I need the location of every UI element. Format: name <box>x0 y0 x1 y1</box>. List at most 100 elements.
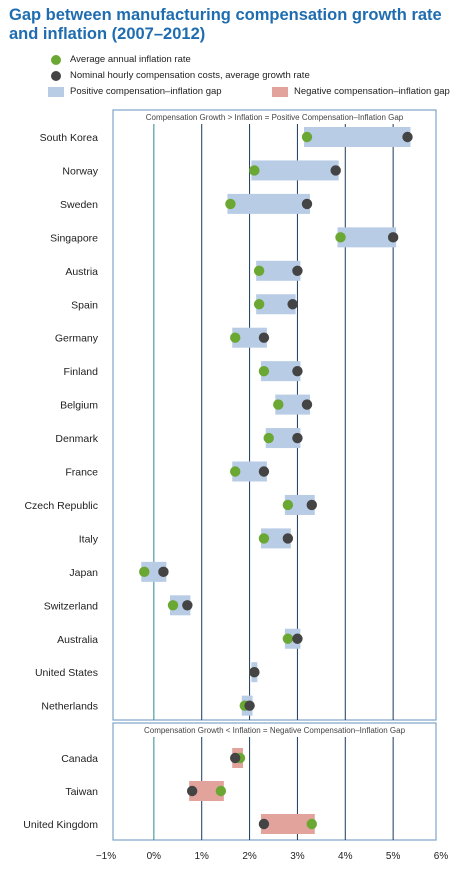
inflation-dot-sweden <box>225 198 236 210</box>
inflation-dot-finland <box>258 365 270 377</box>
compensation-dot-netherlands <box>244 700 255 711</box>
inflation-dot-switzerland <box>167 600 179 611</box>
country-label-belgium: Belgium <box>60 400 98 412</box>
inflation-dot-united-kingdom <box>306 818 317 830</box>
red-swatch-icon <box>272 87 288 97</box>
country-label-spain: Spain <box>71 299 98 311</box>
inflation-dot-norway <box>249 165 260 176</box>
panel-label-1: Compensation Growth > Inflation = Positi… <box>146 113 404 122</box>
gap-bar-belgium <box>275 394 310 415</box>
gap-bar-finland <box>260 361 301 382</box>
legend-label-positive-gap: Positive compensation–inflation gap <box>70 86 222 97</box>
inflation-dot-australia <box>282 633 294 644</box>
x-tick-label: 6% <box>434 851 449 862</box>
compensation-dot-switzerland <box>182 600 193 611</box>
country-label-finland: Finland <box>64 366 99 378</box>
inflation-dot-austria <box>253 265 265 276</box>
legend: Average annual inflation rate Nominal ho… <box>48 52 468 100</box>
country-label-austria: Austria <box>65 266 98 278</box>
legend-item-inflation: Average annual inflation rate <box>48 52 468 68</box>
compensation-dot-united-kingdom <box>258 818 270 830</box>
inflation-dot-south-korea <box>301 131 313 143</box>
legend-item-compensation: Nominal hourly compensation costs, avera… <box>48 68 468 84</box>
x-tick-label: 5% <box>386 851 401 862</box>
gap-bar-denmark <box>265 428 301 449</box>
compensation-dot-taiwan <box>186 785 198 797</box>
blue-swatch-icon <box>48 87 64 97</box>
country-label-japan: Japan <box>69 567 98 579</box>
gap-bar-italy <box>260 528 291 549</box>
gap-bar-united-kingdom <box>260 814 315 834</box>
country-label-switzerland: Switzerland <box>44 600 98 612</box>
x-tick-label: 1% <box>194 851 209 862</box>
inflation-dot-spain <box>253 299 265 310</box>
legend-label-negative-gap: Negative compensation–inflation gap <box>294 86 450 97</box>
compensation-dot-singapore <box>387 232 399 243</box>
legend-label-compensation: Nominal hourly compensation costs, avera… <box>70 70 310 81</box>
compensation-dot-australia <box>292 633 303 644</box>
gap-bar-germany <box>232 327 267 348</box>
country-label-south-korea: South Korea <box>40 132 99 144</box>
compensation-dot-norway <box>330 165 341 176</box>
inflation-dot-czech-republic <box>282 499 294 511</box>
panel-label-2: Compensation Growth < Inflation = Negati… <box>144 726 406 735</box>
compensation-dot-czech-republic <box>306 499 317 511</box>
gap-bar-france <box>232 461 267 482</box>
gap-bar-sweden <box>227 193 310 214</box>
country-label-czech-republic: Czech Republic <box>24 500 98 512</box>
country-label-canada: Canada <box>61 753 98 765</box>
x-tick-label: 4% <box>338 851 353 862</box>
country-label-singapore: Singapore <box>50 232 98 244</box>
compensation-dot-sweden <box>301 198 313 210</box>
compensation-dot-germany <box>258 332 270 343</box>
inflation-dot-france <box>230 466 241 477</box>
x-tick-label: 0% <box>147 851 162 862</box>
gap-bar-spain <box>256 294 296 315</box>
inflation-dot-italy <box>258 533 270 544</box>
gap-bar-taiwan <box>189 781 224 801</box>
inflation-dot-denmark <box>263 432 274 444</box>
country-label-denmark: Denmark <box>55 433 98 445</box>
dark-dot-icon <box>51 71 61 81</box>
compensation-dot-spain <box>287 299 298 310</box>
chart-title: Gap between manufacturing compensation g… <box>9 6 442 43</box>
country-label-taiwan: Taiwan <box>65 786 98 798</box>
country-label-norway: Norway <box>62 165 98 177</box>
compensation-dot-south-korea <box>402 131 413 143</box>
gap-bar-south-korea <box>304 127 411 147</box>
panel-frame-1 <box>112 109 437 721</box>
country-label-netherlands: Netherlands <box>41 701 98 713</box>
gap-bar-switzerland <box>170 595 191 616</box>
gap-bar-singapore <box>337 227 397 248</box>
inflation-dot-belgium <box>273 399 284 410</box>
compensation-dot-denmark <box>292 432 303 444</box>
compensation-dot-japan <box>158 566 169 578</box>
inflation-dot-germany <box>230 332 241 343</box>
legend-label-inflation: Average annual inflation rate <box>70 54 191 65</box>
compensation-dot-italy <box>282 533 294 544</box>
compensation-dot-finland <box>292 365 303 377</box>
country-label-france: France <box>65 467 98 479</box>
legend-item-positive-gap: Positive compensation–inflation gap Nega… <box>48 84 468 100</box>
country-label-italy: Italy <box>79 533 99 545</box>
country-label-sweden: Sweden <box>60 199 98 211</box>
gap-bar-norway <box>251 160 339 181</box>
country-label-germany: Germany <box>55 333 99 345</box>
country-label-australia: Australia <box>57 634 98 646</box>
inflation-dot-taiwan <box>215 785 227 797</box>
gap-bar-czech-republic <box>284 494 315 515</box>
inflation-dot-singapore <box>335 232 346 243</box>
country-label-united-states: United States <box>35 667 98 679</box>
compensation-dot-canada <box>230 752 241 764</box>
inflation-dot-japan <box>139 566 150 578</box>
compensation-dot-united-states <box>249 667 260 678</box>
x-tick-label: 3% <box>290 851 305 862</box>
compensation-dot-austria <box>292 265 303 276</box>
gap-bar-austria <box>256 260 301 281</box>
compensation-dot-belgium <box>301 399 313 410</box>
green-dot-icon <box>51 55 61 65</box>
gap-bar-japan <box>141 561 167 582</box>
x-tick-label: 2% <box>242 851 257 862</box>
panel-frame-2 <box>112 722 437 841</box>
